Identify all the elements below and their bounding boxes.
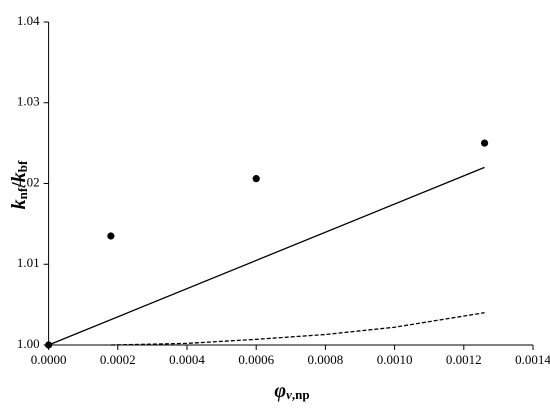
- x-tick-label: 0.0006: [238, 352, 274, 367]
- x-tick-label: 0.0002: [100, 352, 136, 367]
- x-axis-label: φv,np: [274, 380, 309, 402]
- y-tick-label: 1.03: [17, 94, 40, 109]
- y-tick-label: 1.01: [17, 255, 40, 270]
- data-point: [480, 139, 489, 147]
- x-label-part: v: [286, 387, 292, 402]
- y-label-part: k: [8, 199, 30, 209]
- y-label-part: bf: [15, 160, 30, 172]
- y-label-part: nf: [15, 187, 30, 199]
- x-label-part: φ: [274, 380, 286, 402]
- y-axis-label: knf/kbf: [8, 160, 30, 209]
- x-tick-label: 0.0010: [377, 352, 413, 367]
- x-tick-label: 0.0008: [308, 352, 344, 367]
- y-tick-label: 1.02: [17, 174, 40, 189]
- data-point: [252, 175, 260, 183]
- x-label-part: ,np: [292, 387, 310, 402]
- line-series: [110, 312, 485, 346]
- y-tick-label: 1.00: [17, 336, 40, 351]
- y-tick-label: 1.04: [17, 13, 40, 28]
- y-label-part: /: [8, 182, 30, 189]
- data-point: [107, 232, 115, 240]
- x-tick-label: 0.0014: [515, 352, 550, 367]
- y-label-part: k: [8, 172, 30, 182]
- x-tick-label: 0.0012: [446, 352, 482, 367]
- x-tick-label: 0.0004: [169, 352, 205, 367]
- line-series: [48, 166, 485, 346]
- x-tick-label: 0.0000: [31, 352, 67, 367]
